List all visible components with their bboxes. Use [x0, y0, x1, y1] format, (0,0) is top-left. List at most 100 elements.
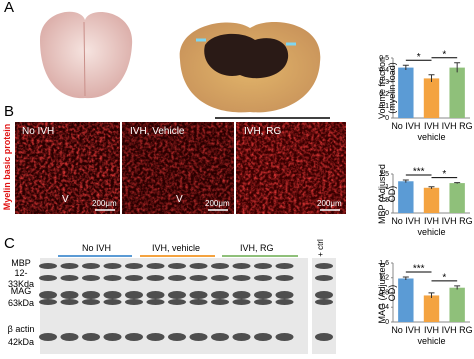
band: [60, 263, 79, 269]
error-bar: [428, 186, 435, 189]
x-tick-label: IVH vehicle: [417, 121, 446, 142]
y-tick-label: 0: [385, 210, 389, 217]
band: [39, 291, 57, 299]
band: [211, 275, 229, 281]
bar: [423, 78, 440, 118]
band: [189, 275, 208, 281]
band: [189, 333, 208, 341]
band: [275, 333, 294, 341]
group-label: No IVH: [82, 243, 112, 253]
image-caption: No IVH: [22, 126, 55, 137]
image-caption: IVH, Vehicle: [130, 126, 185, 137]
band: [315, 275, 333, 281]
band: [125, 275, 143, 281]
y-tick-label: 0.2: [379, 91, 389, 98]
band: [103, 263, 122, 269]
significance-label: *: [417, 52, 421, 63]
scale-label: 200μm: [92, 199, 117, 208]
band: [168, 275, 186, 281]
band: [275, 275, 294, 281]
error-bar: [402, 276, 409, 280]
band: [125, 333, 143, 341]
x-tick-label: No IVH: [391, 325, 421, 335]
group-label: IVH, vehicle: [152, 243, 201, 253]
band: [232, 263, 251, 269]
band: [146, 291, 165, 299]
blot-row-size: 12-33Kda: [7, 268, 35, 289]
band: [168, 333, 186, 341]
band: [254, 275, 272, 281]
band: [189, 299, 208, 305]
y-tick-label: 0.5: [379, 197, 389, 204]
y-tick-label: 0.8: [379, 289, 389, 296]
bar: [449, 287, 465, 322]
x-tick-label: IVH vehicle: [417, 325, 446, 346]
x-tick-label: IVH RG: [441, 325, 473, 335]
band: [315, 291, 333, 299]
panel-label: B: [4, 103, 15, 120]
band: [60, 299, 79, 305]
band: [103, 291, 122, 299]
y-tick-label: 0.4: [379, 67, 389, 74]
y-axis-label: Volume fraction (myelin load): [377, 56, 397, 120]
band: [275, 263, 294, 269]
error-bar: [454, 182, 461, 184]
brain-photo: [40, 11, 133, 99]
significance-label: ***: [413, 264, 425, 275]
significance-label: ***: [413, 167, 425, 178]
brain-midline: [83, 21, 86, 97]
band: [211, 333, 229, 341]
band: [39, 275, 57, 281]
x-tick-label: IVH vehicle: [417, 216, 446, 237]
band: [315, 333, 333, 341]
band: [39, 263, 57, 269]
band: [232, 333, 251, 341]
band: [211, 263, 229, 269]
band: [82, 291, 100, 299]
band: [168, 291, 186, 299]
bar: [398, 181, 414, 213]
band: [82, 275, 100, 281]
hemorrhage: [204, 33, 289, 79]
y-tick-label: 0.4: [379, 304, 389, 311]
micrograph-texture: [122, 122, 234, 214]
x-tick-label: IVH RG: [441, 121, 473, 131]
band: [189, 291, 208, 299]
significance-label: *: [442, 49, 446, 60]
bar: [398, 67, 414, 118]
y-tick-label: 0: [385, 319, 389, 326]
band: [39, 333, 57, 341]
y-axis-label: MAG (Adjusted OD): [377, 261, 397, 324]
bar: [398, 278, 414, 322]
band: [315, 263, 333, 269]
significance-label: *: [442, 273, 446, 284]
error-bar: [428, 292, 435, 299]
control-label: + ctrl: [316, 239, 325, 257]
blot-row-size: 42kDa: [7, 337, 34, 347]
micrograph-texture: [15, 122, 120, 214]
y-tick-label: 1.2: [379, 275, 389, 282]
band: [254, 299, 272, 305]
error-bar: [402, 179, 409, 183]
x-tick-label: No IVH: [391, 216, 421, 226]
significance-label: *: [442, 169, 446, 180]
band: [82, 299, 100, 305]
band: [168, 299, 186, 305]
scale-label: 200μm: [317, 199, 342, 208]
scale-label: 200μm: [205, 199, 230, 208]
side-label: Myelin basic protein: [2, 123, 12, 211]
band: [168, 263, 186, 269]
band: [60, 333, 79, 341]
band: [315, 299, 333, 305]
y-tick-label: 0.3: [379, 79, 389, 86]
band: [125, 263, 143, 269]
band: [60, 291, 79, 299]
y-tick-label: 0.1: [379, 103, 389, 110]
image-caption: IVH, RG: [244, 126, 282, 137]
blot-row-name: β actin: [7, 324, 35, 334]
arrows: [196, 38, 296, 46]
band: [82, 333, 100, 341]
band: [211, 299, 229, 305]
